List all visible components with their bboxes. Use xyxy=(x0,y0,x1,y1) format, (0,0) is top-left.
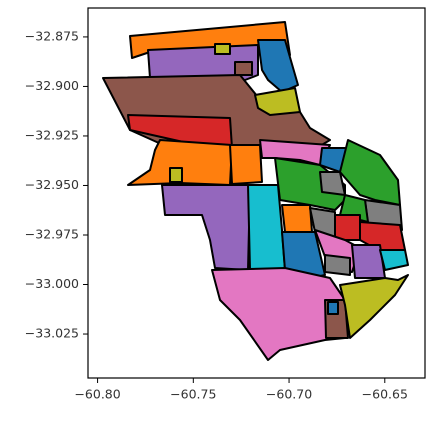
district xyxy=(259,139,331,166)
district xyxy=(247,184,286,271)
district xyxy=(324,254,351,276)
district xyxy=(334,214,361,241)
x-tick-label: −60.70 xyxy=(266,387,312,402)
x-tick-label: −60.75 xyxy=(170,387,216,402)
y-tick-label: −32.875 xyxy=(25,28,79,43)
district xyxy=(281,204,313,233)
district xyxy=(254,87,301,116)
district xyxy=(379,249,409,271)
y-tick-label: −32.950 xyxy=(25,177,79,192)
district xyxy=(211,267,346,361)
districts xyxy=(102,21,409,361)
district xyxy=(327,301,339,315)
y-tick-label: −33.000 xyxy=(25,276,79,291)
district xyxy=(234,61,253,76)
district xyxy=(319,171,346,196)
y-tick-label: −32.975 xyxy=(25,226,79,241)
district xyxy=(339,274,409,339)
plot-frame xyxy=(87,7,426,379)
district xyxy=(229,144,263,185)
x-tick-label: −60.65 xyxy=(362,387,408,402)
y-tick-label: −32.900 xyxy=(25,78,79,93)
x-tick-label: −60.80 xyxy=(74,387,120,402)
district xyxy=(169,167,183,183)
y-tick-label: −33.025 xyxy=(25,326,79,341)
district xyxy=(214,43,231,55)
y-tick-label: −32.925 xyxy=(25,127,79,142)
